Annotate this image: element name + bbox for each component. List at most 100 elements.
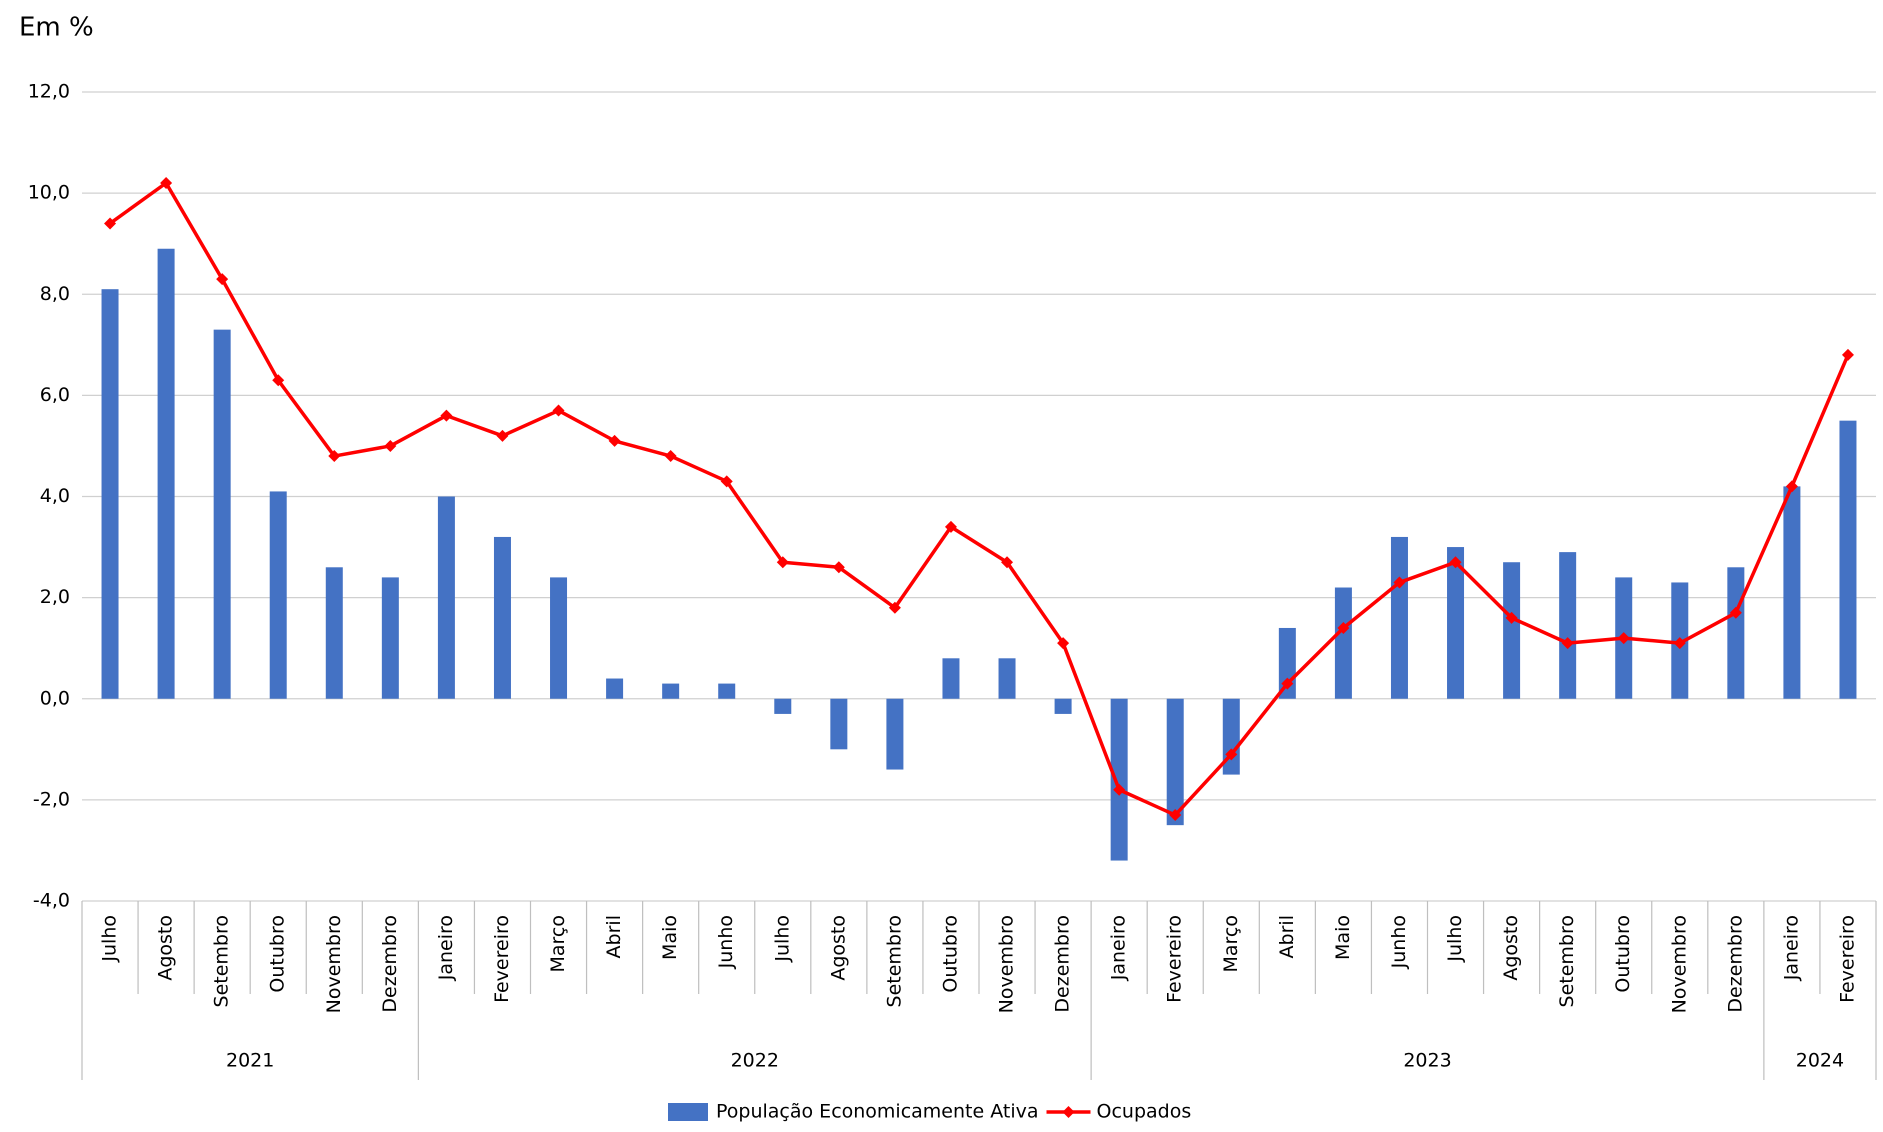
y-tick-label: -4,0 — [33, 890, 70, 912]
x-tick-label: Fevereiro — [1164, 915, 1186, 1003]
bar — [157, 248, 175, 699]
bar — [830, 698, 848, 750]
x-tick-label: Fevereiro — [1836, 915, 1858, 1003]
x-tick-label: Setembro — [1556, 915, 1578, 1007]
x-tick-label: Julho — [1444, 915, 1466, 963]
line-marker — [1001, 556, 1014, 569]
line-marker — [832, 561, 845, 574]
bar — [662, 683, 680, 699]
group-label: 2021 — [226, 1050, 274, 1072]
legend-label: Ocupados — [1097, 1101, 1192, 1123]
x-tick-label: Janeiro — [1780, 915, 1802, 981]
line-marker — [272, 374, 285, 387]
legend-swatch — [668, 1103, 708, 1121]
y-tick-label: 8,0 — [40, 283, 70, 305]
x-tick-label: Novembro — [996, 915, 1018, 1013]
line-marker — [1393, 576, 1406, 589]
bar — [550, 577, 568, 699]
y-tick-label: 2,0 — [40, 586, 70, 608]
line-marker — [440, 409, 453, 422]
x-tick-label: Novembro — [1668, 915, 1690, 1013]
x-tick-label: Abril — [1276, 915, 1298, 958]
x-tick-label: Novembro — [323, 915, 345, 1013]
line-marker — [1225, 748, 1238, 761]
bar — [437, 496, 455, 699]
x-tick-label: Janeiro — [435, 915, 457, 981]
x-tick-label: Dezembro — [1724, 915, 1746, 1013]
y-tick-label: 6,0 — [40, 384, 70, 406]
bar — [381, 577, 399, 699]
x-tick-label: Setembro — [211, 915, 233, 1007]
line-marker — [1729, 606, 1742, 619]
x-tick-label: Dezembro — [1052, 915, 1074, 1013]
bar — [1559, 552, 1577, 699]
bar — [1334, 587, 1352, 699]
bar — [493, 536, 511, 699]
line-marker — [1673, 637, 1686, 650]
x-tick-label: Fevereiro — [491, 915, 513, 1003]
x-tick-label: Setembro — [883, 915, 905, 1007]
x-tick-label: Maio — [659, 915, 681, 960]
x-tick-label: Março — [1220, 915, 1242, 973]
x-tick-label: Outubro — [267, 915, 289, 993]
line-marker — [328, 450, 341, 463]
line-marker — [944, 520, 957, 533]
x-tick-label: Outubro — [1612, 915, 1634, 993]
line — [109, 181, 1850, 817]
bar — [774, 698, 792, 714]
line-marker — [1337, 621, 1350, 634]
bar — [213, 329, 231, 699]
group-label: 2024 — [1796, 1050, 1844, 1072]
line-marker — [1841, 348, 1854, 361]
unit-label: Em % — [19, 13, 94, 43]
group-label: 2022 — [731, 1050, 779, 1072]
line-marker — [664, 450, 677, 463]
bar — [942, 658, 960, 699]
x-tick-label: Outubro — [939, 915, 961, 993]
bar — [1783, 486, 1801, 699]
line-marker — [1169, 809, 1182, 822]
group-label: 2023 — [1403, 1050, 1451, 1072]
y-tick-label: -2,0 — [33, 788, 70, 810]
line-marker — [1617, 632, 1630, 645]
y-tick-label: 12,0 — [28, 81, 70, 103]
line-marker — [720, 475, 733, 488]
bar — [606, 678, 624, 699]
x-tick-label: Agosto — [1500, 915, 1522, 981]
line-marker — [216, 273, 229, 286]
bar — [1447, 547, 1465, 699]
line-marker — [552, 404, 565, 417]
legend-swatch — [1062, 1106, 1075, 1118]
line-marker — [1561, 637, 1574, 650]
x-tick-label: Agosto — [827, 915, 849, 981]
x-tick-label: Julho — [771, 915, 793, 963]
line-marker — [1449, 556, 1462, 569]
x-tick-label: Abril — [603, 915, 625, 958]
bar — [1727, 567, 1745, 699]
bar — [1839, 420, 1857, 699]
line-marker — [1505, 611, 1518, 624]
line-marker — [384, 439, 397, 452]
x-tick-label: Janeiro — [1108, 915, 1130, 981]
y-tick-label: 0,0 — [40, 687, 70, 709]
bar — [269, 491, 287, 699]
bar — [998, 658, 1016, 699]
x-tick-label: Junho — [1388, 915, 1410, 969]
line-marker — [1057, 637, 1070, 650]
x-tick-label: Julho — [99, 915, 121, 963]
bar — [1054, 698, 1072, 714]
line-marker — [1281, 677, 1294, 690]
bar — [1166, 698, 1184, 826]
line-marker — [1785, 480, 1798, 493]
bar — [1110, 698, 1128, 861]
bar — [101, 289, 119, 699]
line-marker — [1113, 783, 1126, 796]
line-marker — [608, 434, 621, 447]
x-tick-label: Maio — [1332, 915, 1354, 960]
x-tick-label: Dezembro — [379, 915, 401, 1013]
bar — [1503, 562, 1521, 699]
line-marker — [888, 601, 901, 614]
bar — [886, 698, 904, 770]
x-tick-label: Junho — [715, 915, 737, 969]
